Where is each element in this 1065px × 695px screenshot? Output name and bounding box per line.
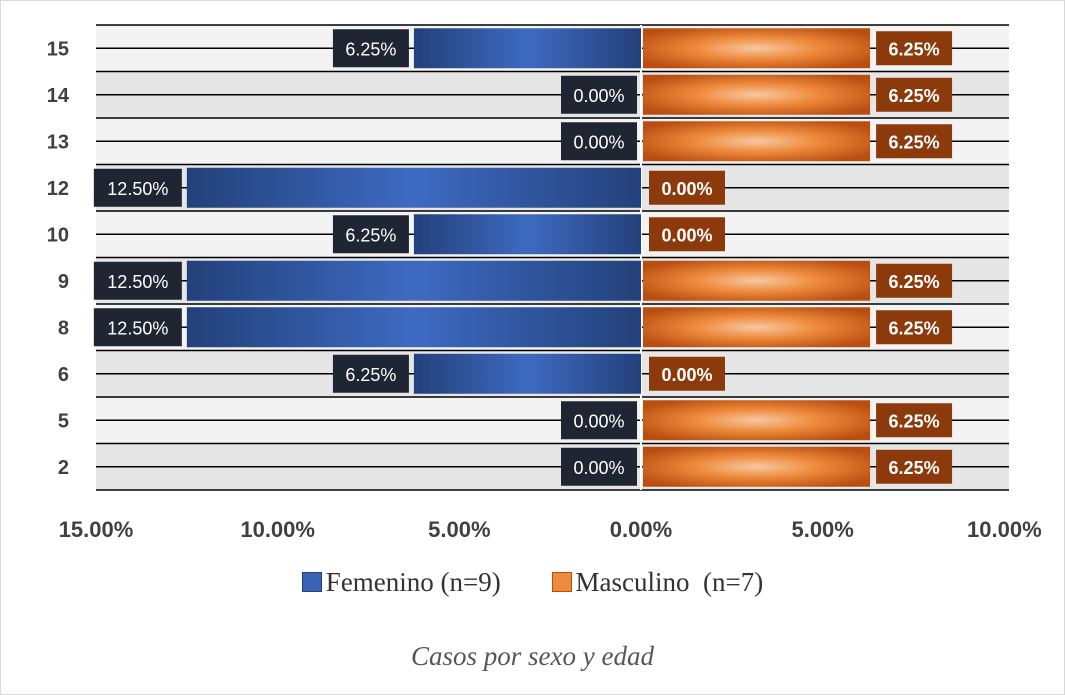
bar-femenino	[413, 353, 641, 394]
data-label-masculino: 6.25%	[889, 132, 940, 152]
data-label-femenino: 12.50%	[107, 179, 168, 199]
data-label-masculino: 6.25%	[889, 458, 940, 478]
bar-masculino	[643, 28, 871, 69]
label-box-femenino	[561, 75, 637, 114]
legend-swatch-femenino	[301, 572, 322, 592]
legend-item-masculino: Masculino (n=7)	[551, 567, 764, 598]
data-label-masculino: 0.00%	[661, 225, 712, 245]
bar-femenino	[413, 28, 641, 69]
y-tick-label: 9	[58, 271, 69, 293]
x-tick-label: 0.00%	[610, 517, 672, 542]
label-box-femenino	[332, 215, 409, 254]
pyramid-chart: 6.25% 6.25% 0.00% 6.25% 0.00% 6.25% 12.50% 0.00…	[47, 24, 1042, 542]
label-box-masculino	[876, 77, 953, 112]
x-tick-label: 10.00%	[967, 517, 1042, 542]
label-box-masculino	[649, 217, 725, 252]
y-tick-label: 6	[58, 364, 69, 386]
bar-femenino	[186, 167, 642, 208]
label-box-femenino	[332, 29, 409, 68]
label-box-femenino	[332, 354, 409, 393]
legend-swatch-masculino	[551, 572, 572, 592]
data-labels: 6.25% 6.25% 0.00% 6.25% 0.00% 6.25% 12.50% 0.00…	[93, 29, 953, 486]
legend-label-masculino: Masculino (n=7)	[575, 567, 764, 597]
y-axis-labels: 15 14 13 12 10 9 8 6 5 2	[47, 38, 70, 479]
bar-masculino	[643, 400, 871, 441]
label-box-masculino	[876, 124, 953, 159]
y-tick-label: 10	[47, 224, 69, 246]
label-box-masculino	[649, 170, 725, 205]
bar-masculino	[643, 260, 871, 301]
x-axis-labels: 15.00% 10.00% 5.00% 0.00% 5.00% 10.00%	[59, 517, 1042, 542]
data-label-masculino: 6.25%	[889, 318, 940, 338]
chart-caption: Casos por sexo y edad	[411, 641, 654, 671]
data-label-femenino: 0.00%	[573, 132, 624, 152]
label-box-femenino	[561, 447, 637, 486]
legend: Femenino (n=9) Masculino (n=7)	[1, 567, 1064, 598]
data-label-masculino: 0.00%	[661, 179, 712, 199]
y-tick-label: 8	[58, 317, 69, 339]
data-label-femenino: 0.00%	[573, 458, 624, 478]
bar-masculino	[643, 121, 871, 162]
bar-masculino	[643, 307, 871, 348]
x-tick-label: 5.00%	[791, 517, 853, 542]
y-tick-label: 14	[47, 85, 70, 107]
bar-femenino	[413, 214, 641, 255]
data-label-masculino: 6.25%	[889, 272, 940, 292]
label-box-masculino	[649, 356, 725, 391]
label-box-femenino	[93, 261, 182, 300]
bar-femenino	[186, 307, 642, 348]
data-label-femenino: 12.50%	[107, 272, 168, 292]
label-box-femenino	[561, 401, 637, 440]
label-box-femenino	[93, 168, 182, 207]
y-tick-label: 12	[47, 178, 69, 200]
bar-masculino	[643, 74, 871, 115]
y-tick-label: 5	[58, 410, 69, 432]
data-label-femenino: 0.00%	[573, 86, 624, 106]
x-tick-label: 10.00%	[240, 517, 315, 542]
label-box-masculino	[876, 31, 953, 66]
data-label-masculino: 0.00%	[661, 365, 712, 385]
data-label-femenino: 0.00%	[573, 411, 624, 431]
label-box-femenino	[561, 122, 637, 161]
grid-lines	[96, 24, 1009, 491]
x-tick-label: 5.00%	[428, 517, 490, 542]
bar-masculino	[643, 446, 871, 487]
data-label-femenino: 6.25%	[345, 39, 396, 59]
data-label-masculino: 6.25%	[889, 39, 940, 59]
legend-item-femenino: Femenino (n=9)	[301, 567, 501, 598]
bars	[186, 28, 871, 487]
label-box-masculino	[876, 263, 953, 298]
label-box-femenino	[93, 308, 182, 347]
y-tick-label: 13	[47, 131, 69, 153]
y-tick-label: 15	[47, 38, 69, 60]
y-tick-label: 2	[58, 457, 69, 479]
bar-femenino	[186, 260, 642, 301]
data-label-femenino: 6.25%	[345, 365, 396, 385]
label-box-masculino	[876, 449, 953, 484]
x-tick-label: 15.00%	[59, 517, 134, 542]
data-label-masculino: 6.25%	[889, 86, 940, 106]
data-label-femenino: 12.50%	[107, 318, 168, 338]
label-box-masculino	[876, 310, 953, 345]
legend-label-femenino: Femenino (n=9)	[325, 567, 501, 597]
data-label-femenino: 6.25%	[345, 225, 396, 245]
data-label-masculino: 6.25%	[889, 411, 940, 431]
label-box-masculino	[876, 403, 953, 438]
